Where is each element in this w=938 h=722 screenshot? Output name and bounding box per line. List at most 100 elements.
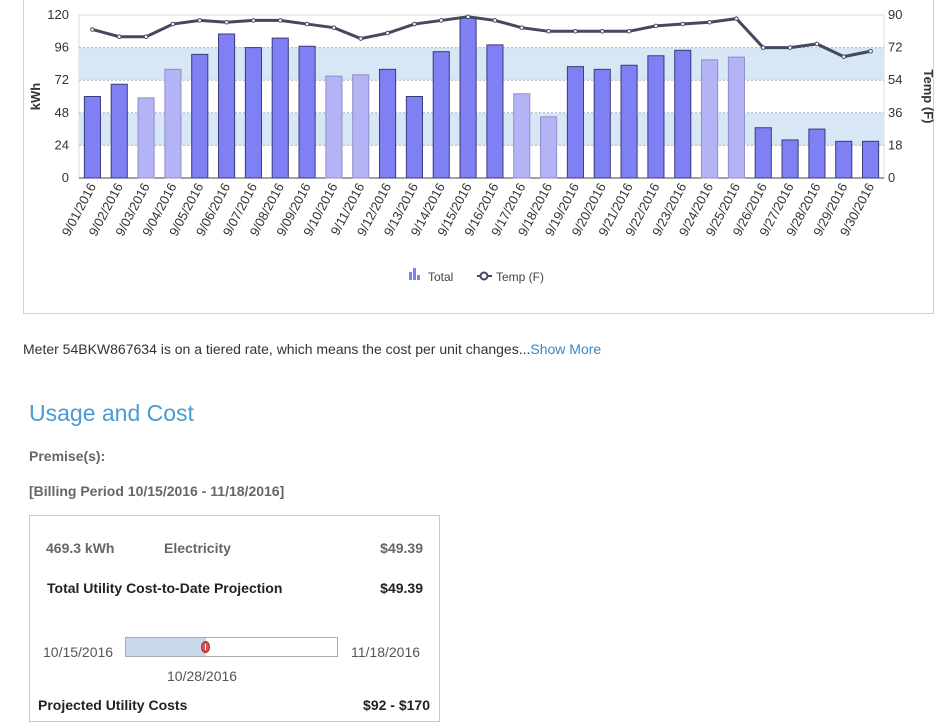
temp-point (787, 45, 793, 50)
temp-point (331, 25, 337, 30)
temp-point (197, 18, 203, 23)
current-date-label: 10/28/2016 (167, 668, 238, 684)
temp-point (680, 21, 686, 27)
bar-total (137, 97, 155, 179)
y2-tick-label: 54 (888, 72, 902, 87)
tiered-rate-text: Meter 54BKW867634 is on a tiered rate, w… (23, 341, 531, 357)
period-end-date: 11/18/2016 (351, 644, 421, 660)
y-tick-label: 96 (55, 40, 69, 55)
billing-period: [Billing Period 10/15/2016 - 11/18/2016] (29, 483, 285, 499)
bar-total (727, 56, 745, 179)
period-start-date: 10/15/2016 (43, 644, 114, 660)
current-date-marker-icon (201, 641, 211, 653)
total-projection-amount: $49.39 (380, 580, 423, 596)
y-tick-label: 0 (62, 170, 69, 185)
y-tick-label: 72 (55, 72, 69, 87)
temp-point (251, 18, 256, 23)
bar-total (405, 96, 423, 179)
y-tick-label: 120 (47, 7, 69, 22)
temp-point (304, 21, 310, 27)
plot-band (79, 112, 884, 146)
bar-total (754, 127, 772, 179)
y2-tick-label: 18 (888, 137, 902, 152)
temp-point (599, 29, 605, 34)
bar-total (164, 68, 182, 179)
bar-total (513, 93, 531, 179)
usage-kwh: 469.3 kWh (46, 540, 115, 556)
bar-total (325, 75, 343, 179)
temp-point (143, 34, 149, 40)
legend-total-icon (413, 268, 416, 280)
bar-total (647, 55, 665, 179)
temp-point (546, 29, 551, 34)
bar-total (271, 37, 289, 179)
temp-point (492, 18, 498, 23)
billing-progress-bar (125, 637, 338, 657)
usage-cost-title: Usage and Cost (29, 400, 194, 426)
temp-point (626, 29, 632, 34)
temp-point (519, 25, 525, 30)
legend-temp-label: Temp (F) (496, 270, 544, 284)
bar-total (566, 66, 584, 179)
temp-point (385, 30, 390, 36)
legend-total-label: Total (428, 270, 453, 284)
bar-total (432, 51, 450, 179)
y2-tick-label: 90 (888, 7, 902, 22)
y2-axis-title: Temp (F) (921, 70, 935, 124)
bar-total (244, 47, 262, 179)
utility-type: Electricity (164, 540, 231, 556)
cost-summary-card: 469.3 kWh Electricity $49.39 Total Utili… (29, 515, 440, 722)
bar-total (808, 128, 826, 179)
temp-point (841, 54, 847, 59)
bar-total (379, 68, 397, 179)
bar-total (781, 139, 799, 179)
y-axis-title: kWh (28, 83, 43, 111)
temp-point (734, 16, 739, 21)
y2-tick-label: 0 (888, 170, 895, 185)
premise-label: Premise(s): (29, 448, 106, 464)
temp-point (170, 21, 176, 27)
bar-total (701, 59, 719, 179)
tiered-rate-note: Meter 54BKW867634 is on a tiered rate, w… (23, 341, 601, 357)
temp-point (653, 23, 659, 29)
temp-point (760, 45, 766, 50)
temp-line (92, 15, 871, 59)
y2-tick-label: 36 (888, 105, 902, 120)
temp-point (116, 34, 122, 40)
total-projection-label: Total Utility Cost-to-Date Projection (47, 580, 283, 596)
temp-point (224, 19, 229, 25)
projected-costs-range: $92 - $170 (363, 697, 430, 713)
temp-point (358, 36, 364, 41)
temp-point (707, 19, 712, 25)
bar-total (835, 140, 853, 179)
plot-area (78, 14, 885, 179)
projected-costs-label: Projected Utility Costs (38, 697, 188, 713)
show-more-link[interactable]: Show More (530, 341, 602, 357)
usage-chart: 0 24 48 72 96 120 0 18 36 54 72 90 kWh Temp (F) 9/01/2… (23, 0, 935, 314)
y-tick-label: 48 (55, 105, 69, 120)
y2-tick-label: 72 (888, 40, 902, 55)
y-tick-label: 24 (55, 137, 69, 152)
bar-total (862, 140, 880, 179)
bar-total (110, 83, 128, 179)
bar-total (674, 49, 692, 179)
bar-total (486, 44, 504, 179)
temp-point (412, 21, 417, 27)
temp-point (438, 18, 444, 23)
legend-total-icon (417, 275, 420, 280)
bar-total (352, 74, 370, 179)
temp-point (277, 18, 283, 23)
billing-progress-fill (126, 638, 207, 656)
bar-total (540, 116, 558, 179)
bar-total (83, 96, 101, 179)
legend-total-icon (409, 272, 412, 280)
temp-point (465, 14, 471, 20)
electricity-cost: $49.39 (380, 540, 423, 556)
bar-total (191, 53, 209, 179)
bar-total (593, 68, 611, 179)
temp-point (814, 41, 820, 47)
legend-temp-icon (479, 271, 489, 281)
bar-total (298, 45, 316, 179)
bar-total (218, 33, 236, 179)
